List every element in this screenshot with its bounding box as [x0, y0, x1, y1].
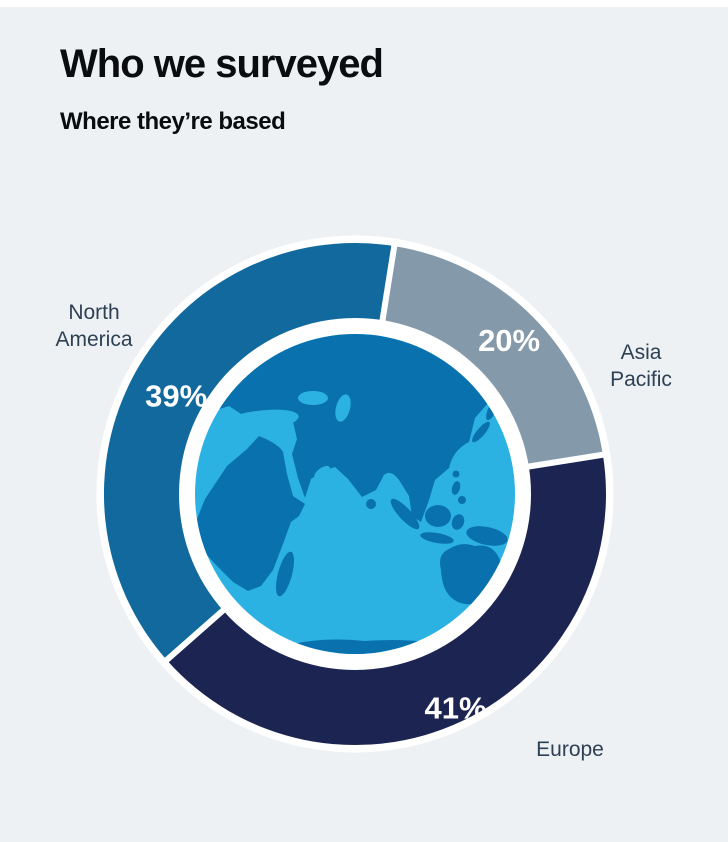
land-philippines [451, 481, 461, 495]
land-mindanao [458, 496, 466, 504]
value-label-north-america: 39% [145, 379, 207, 414]
segment-label-europe: Europe [536, 738, 604, 761]
sea-red-sea [286, 451, 304, 501]
land-sulawesi [451, 514, 465, 530]
land-africa [195, 436, 305, 591]
land-madagascar [275, 551, 295, 597]
land-eurasia [195, 334, 515, 522]
land-taiwan [452, 470, 460, 478]
land-borneo [425, 505, 451, 527]
top-strip [0, 0, 728, 7]
land-sumatra [390, 498, 420, 530]
segment-label-asia-pacific: Asia Pacific [610, 341, 672, 391]
segment-value-labels: 39% 20% 41% [145, 323, 540, 726]
sea-black-sea [298, 391, 328, 405]
globe [179, 318, 531, 670]
sea-persian-gulf [314, 465, 330, 479]
sea-mediterranean [215, 409, 299, 435]
page-subtitle: Where they’re based [60, 108, 286, 135]
value-label-asia-pacific: 20% [478, 323, 540, 358]
value-label-europe: 41% [424, 690, 486, 725]
sea-caspian [335, 394, 351, 422]
segment-label-north-america: North America [55, 301, 133, 351]
land-japan-south [472, 421, 490, 443]
land-new-guinea [466, 526, 508, 546]
land-java [420, 532, 454, 544]
page-title: Who we surveyed [60, 42, 384, 86]
land-sri-lanka [366, 499, 376, 509]
